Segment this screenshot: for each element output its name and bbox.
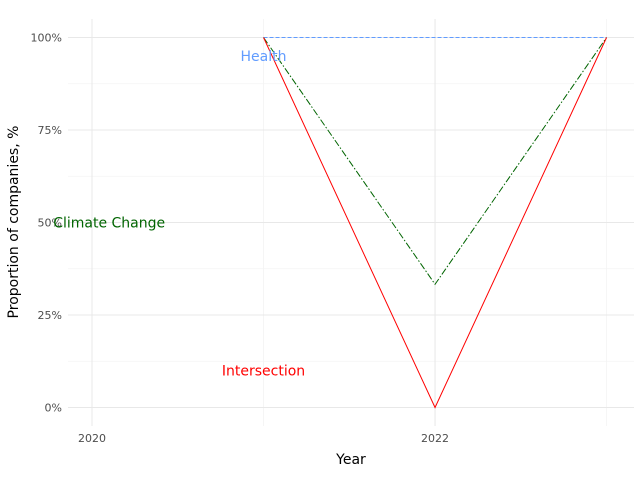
y-tick-label: 0% (45, 402, 62, 415)
y-tick-label: 50% (38, 217, 62, 230)
series-line-intersection (263, 37, 608, 409)
series-line-climate-change (263, 37, 607, 286)
x-axis-title: Year (335, 452, 366, 468)
series-label-climate-change: Climate Change (53, 216, 165, 232)
grid (68, 19, 634, 426)
y-tick-label: 100% (31, 32, 62, 45)
series-label-intersection: Intersection (222, 364, 305, 380)
y-tick-label: 75% (38, 124, 62, 137)
series-label-health: Health (241, 49, 287, 65)
x-tick-label: 2020 (78, 432, 106, 445)
y-axis: 0% 25% 50% 75% 100% (31, 32, 62, 415)
y-axis-title: Proportion of companies, % (6, 126, 22, 319)
y-tick-label: 25% (38, 309, 62, 322)
series-labels: Health Climate Change Intersection (53, 49, 305, 380)
x-tick-label: 2022 (421, 432, 449, 445)
x-axis: 2020 2022 (78, 432, 449, 445)
series-lines (263, 37, 608, 409)
